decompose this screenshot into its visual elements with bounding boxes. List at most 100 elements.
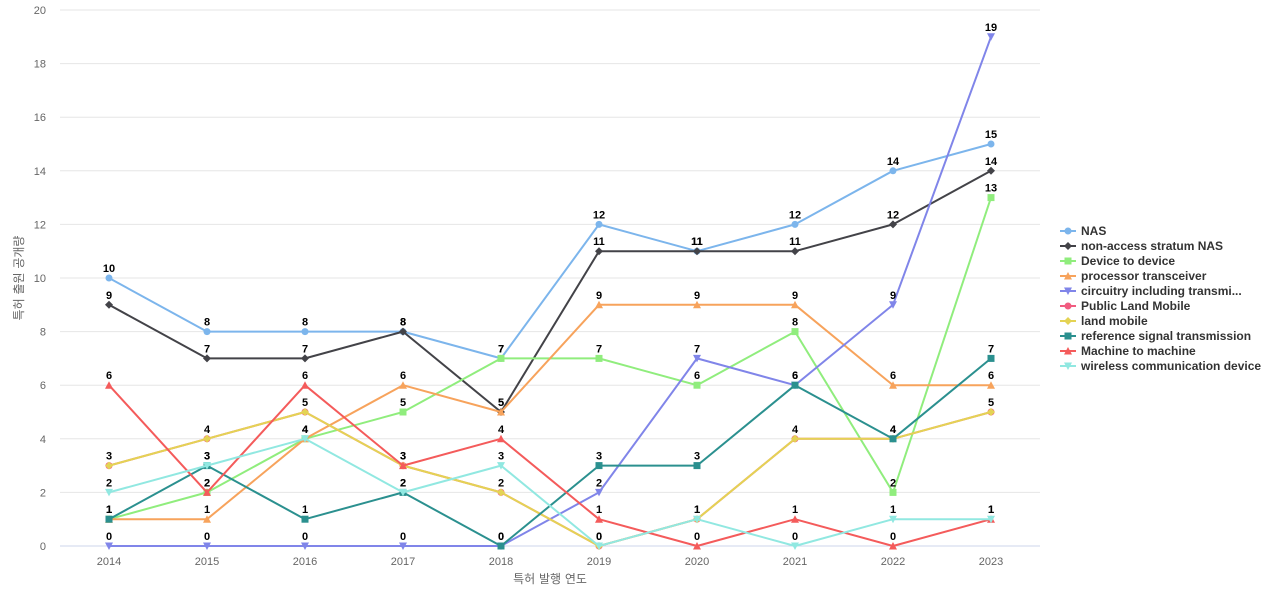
data-point[interactable] [203, 462, 211, 470]
data-point[interactable] [105, 542, 113, 551]
data-point[interactable] [889, 542, 897, 550]
data-point[interactable] [693, 300, 701, 309]
data-point[interactable] [987, 408, 995, 416]
data-point[interactable] [497, 542, 505, 550]
legend-item[interactable]: wireless communication device [1060, 359, 1261, 373]
data-point[interactable] [399, 381, 407, 389]
data-point[interactable] [693, 515, 701, 524]
data-point[interactable] [399, 327, 407, 336]
data-point[interactable] [105, 515, 113, 523]
data-point[interactable] [791, 515, 799, 523]
data-label: 2 [890, 477, 896, 489]
data-point[interactable] [889, 167, 897, 175]
data-point[interactable] [693, 542, 701, 550]
legend-item[interactable]: reference signal transmission [1060, 329, 1251, 343]
legend-item[interactable]: non-access stratum NAS [1060, 239, 1223, 253]
data-point[interactable] [203, 434, 211, 443]
data-point[interactable] [105, 461, 113, 470]
series-line[interactable] [108, 384, 992, 547]
data-point[interactable] [987, 33, 995, 41]
data-point[interactable] [889, 220, 897, 229]
data-point[interactable] [105, 488, 113, 497]
series-line[interactable] [108, 437, 992, 547]
data-point[interactable] [399, 542, 407, 551]
data-point[interactable] [399, 461, 407, 470]
data-label: 3 [204, 451, 210, 463]
data-point[interactable] [595, 515, 603, 523]
data-point[interactable] [497, 462, 505, 470]
data-point[interactable] [889, 301, 897, 309]
legend-item[interactable]: NAS [1060, 224, 1106, 238]
data-point[interactable] [497, 488, 505, 497]
data-point[interactable] [987, 381, 995, 389]
data-point[interactable] [791, 220, 799, 228]
legend-item[interactable]: circuitry including transmi... [1060, 284, 1242, 298]
data-point[interactable] [987, 515, 995, 524]
data-point[interactable] [987, 354, 995, 362]
data-point[interactable] [105, 300, 113, 309]
data-point[interactable] [987, 194, 995, 202]
data-point[interactable] [497, 354, 505, 362]
data-point[interactable] [105, 381, 113, 389]
series-line[interactable] [108, 169, 992, 413]
data-point[interactable] [791, 542, 799, 551]
data-point[interactable] [791, 328, 799, 336]
data-point[interactable] [889, 488, 897, 496]
data-point[interactable] [301, 408, 309, 416]
series-9[interactable] [105, 381, 995, 550]
data-point[interactable] [203, 515, 211, 523]
data-point[interactable] [595, 300, 603, 309]
series-line[interactable] [108, 411, 992, 547]
data-point[interactable] [301, 542, 309, 551]
legend-item[interactable]: Machine to machine [1060, 344, 1196, 358]
data-point[interactable] [497, 434, 505, 443]
data-point[interactable] [987, 140, 995, 148]
series-10[interactable] [105, 435, 995, 550]
data-point[interactable] [595, 488, 603, 497]
series-4[interactable] [105, 300, 995, 523]
data-point[interactable] [889, 515, 897, 524]
data-point[interactable] [203, 542, 211, 551]
data-point[interactable] [693, 247, 701, 256]
data-point[interactable] [399, 488, 407, 497]
legend-item[interactable]: Public Land Mobile [1060, 299, 1191, 313]
data-point[interactable] [889, 381, 897, 389]
series-line[interactable] [108, 357, 992, 547]
data-point[interactable] [595, 354, 603, 362]
data-point[interactable] [105, 274, 113, 282]
data-point[interactable] [301, 515, 309, 523]
legend-item[interactable]: processor transceiver [1060, 269, 1207, 283]
data-point[interactable] [301, 354, 309, 363]
data-point[interactable] [595, 247, 603, 256]
data-label: 8 [400, 317, 406, 329]
data-point[interactable] [693, 354, 701, 363]
legend-item[interactable]: land mobile [1060, 314, 1148, 328]
data-point[interactable] [595, 462, 603, 470]
x-axis-title: 특허 발행 연도 [513, 571, 587, 586]
data-point[interactable] [693, 381, 701, 389]
data-point[interactable] [203, 488, 211, 496]
data-point[interactable] [595, 542, 603, 551]
data-point[interactable] [301, 381, 309, 389]
series-1[interactable] [105, 140, 995, 362]
legend-label: Device to device [1081, 254, 1175, 268]
series-line[interactable] [108, 143, 992, 360]
data-point[interactable] [301, 328, 309, 336]
legend-item[interactable]: Device to device [1060, 254, 1175, 268]
data-point[interactable] [497, 408, 505, 416]
data-point[interactable] [791, 247, 799, 256]
data-point[interactable] [987, 166, 995, 175]
grid-lines [60, 9, 1040, 493]
data-point[interactable] [791, 300, 799, 309]
series-line[interactable] [108, 303, 992, 521]
data-point[interactable] [595, 220, 603, 228]
data-point[interactable] [791, 381, 799, 389]
data-point[interactable] [399, 408, 407, 416]
data-point[interactable] [203, 328, 211, 336]
data-point[interactable] [693, 462, 701, 470]
data-point[interactable] [203, 354, 211, 363]
data-point[interactable] [889, 435, 897, 443]
data-point[interactable] [791, 434, 799, 443]
data-point[interactable] [301, 435, 309, 443]
